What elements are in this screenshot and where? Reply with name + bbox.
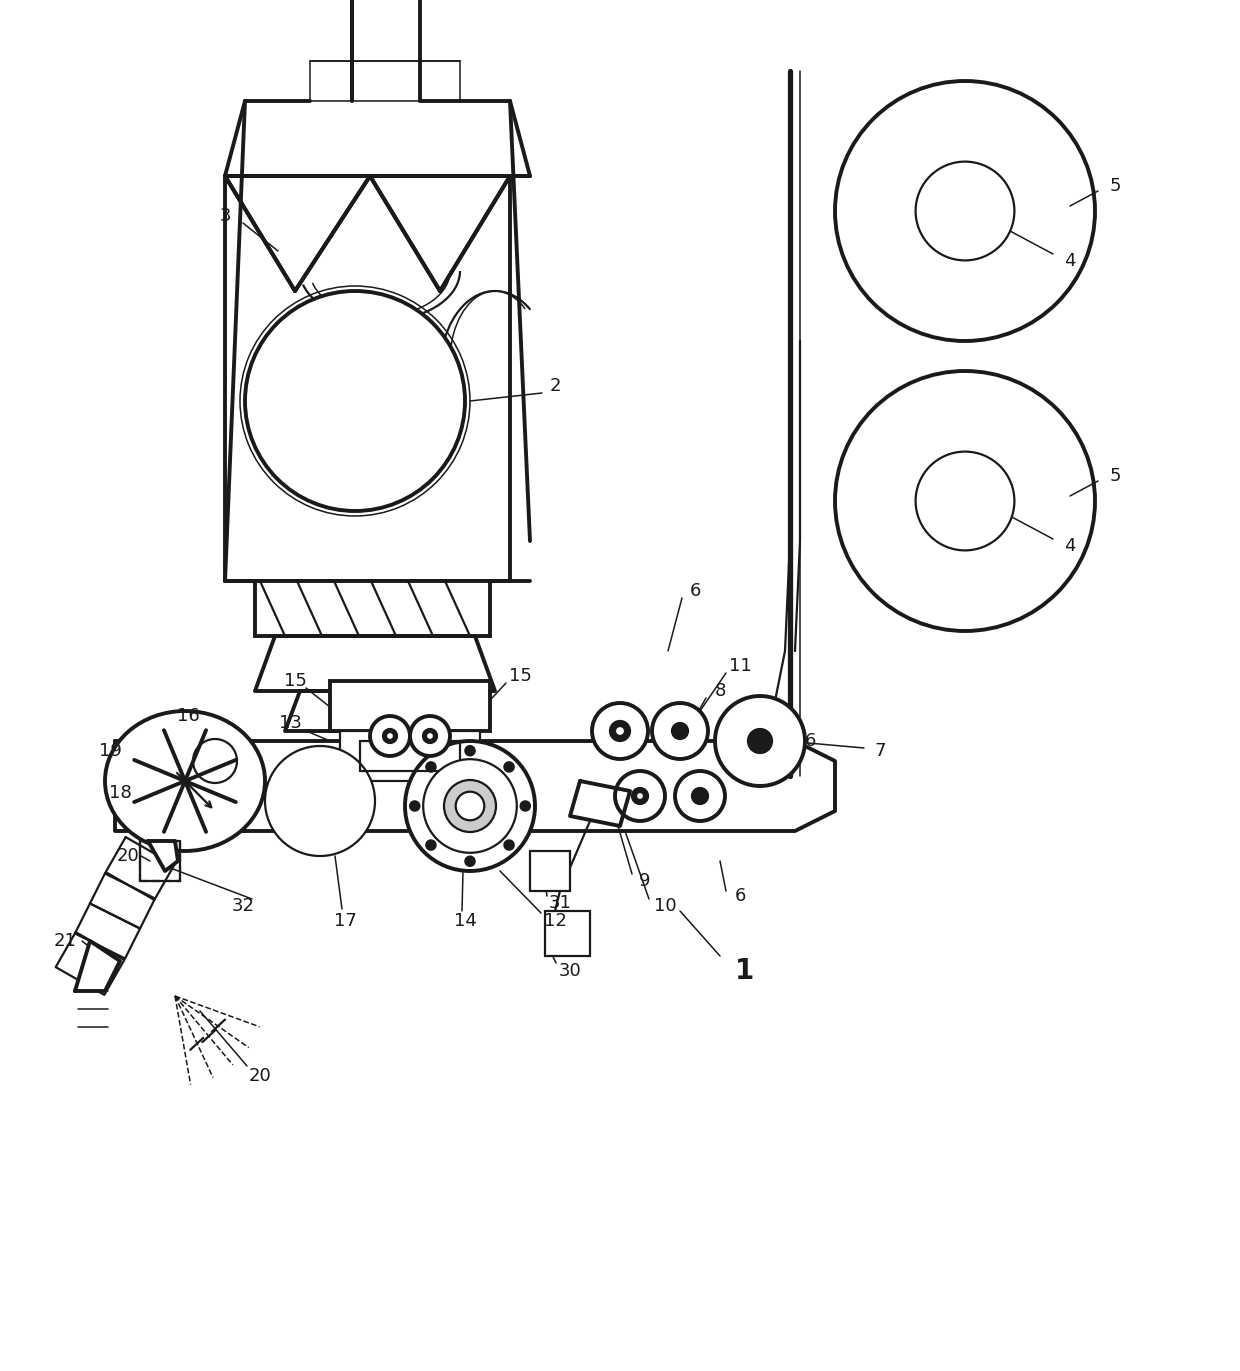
Circle shape bbox=[610, 721, 630, 740]
Circle shape bbox=[456, 791, 485, 820]
Circle shape bbox=[465, 857, 475, 866]
Circle shape bbox=[409, 801, 420, 812]
Circle shape bbox=[615, 771, 665, 821]
Circle shape bbox=[748, 729, 773, 753]
Text: 6: 6 bbox=[734, 887, 745, 905]
Circle shape bbox=[265, 746, 374, 856]
Polygon shape bbox=[570, 781, 630, 825]
Circle shape bbox=[423, 760, 517, 853]
Text: 13: 13 bbox=[279, 714, 301, 732]
Text: 10: 10 bbox=[653, 897, 676, 914]
Bar bbox=[255, 581, 490, 636]
Text: 5: 5 bbox=[1110, 177, 1121, 195]
Ellipse shape bbox=[105, 712, 265, 851]
Text: 2: 2 bbox=[549, 377, 560, 395]
Polygon shape bbox=[56, 932, 124, 995]
Circle shape bbox=[444, 780, 496, 832]
Circle shape bbox=[425, 762, 436, 772]
Circle shape bbox=[675, 771, 725, 821]
Text: 17: 17 bbox=[334, 912, 356, 930]
Text: 4: 4 bbox=[1064, 252, 1076, 270]
Circle shape bbox=[915, 162, 1014, 260]
Text: 20: 20 bbox=[117, 847, 139, 865]
Polygon shape bbox=[224, 101, 510, 291]
Circle shape bbox=[915, 451, 1014, 550]
Polygon shape bbox=[115, 740, 835, 831]
Text: 18: 18 bbox=[109, 784, 131, 802]
Text: 3: 3 bbox=[219, 207, 231, 225]
Circle shape bbox=[193, 739, 237, 783]
Circle shape bbox=[835, 372, 1095, 631]
Circle shape bbox=[521, 801, 531, 812]
Circle shape bbox=[386, 732, 394, 740]
Polygon shape bbox=[285, 691, 465, 731]
Text: 16: 16 bbox=[176, 707, 200, 725]
Bar bbox=[140, 840, 180, 882]
Text: 15: 15 bbox=[284, 672, 306, 690]
Circle shape bbox=[423, 729, 436, 743]
Polygon shape bbox=[74, 903, 140, 958]
Text: 21: 21 bbox=[53, 932, 77, 950]
Circle shape bbox=[591, 703, 649, 760]
Circle shape bbox=[383, 729, 397, 743]
Polygon shape bbox=[91, 873, 155, 928]
Circle shape bbox=[427, 732, 434, 740]
Polygon shape bbox=[148, 840, 179, 871]
Circle shape bbox=[692, 788, 708, 803]
Text: 20: 20 bbox=[249, 1067, 272, 1084]
Circle shape bbox=[715, 696, 805, 786]
Text: 32: 32 bbox=[232, 897, 254, 914]
Text: 11: 11 bbox=[729, 657, 751, 675]
Polygon shape bbox=[105, 838, 175, 899]
Circle shape bbox=[425, 840, 436, 850]
Text: 8: 8 bbox=[714, 681, 725, 701]
Bar bbox=[360, 740, 460, 771]
Polygon shape bbox=[255, 636, 495, 691]
Text: 31: 31 bbox=[548, 894, 572, 912]
Text: 6: 6 bbox=[805, 732, 816, 750]
Circle shape bbox=[410, 716, 450, 755]
Bar bbox=[340, 731, 480, 781]
Bar bbox=[330, 681, 490, 731]
Text: 4: 4 bbox=[1064, 537, 1076, 555]
Text: 7: 7 bbox=[874, 742, 885, 760]
Circle shape bbox=[405, 740, 534, 871]
Text: 5: 5 bbox=[1110, 468, 1121, 485]
Circle shape bbox=[672, 723, 688, 739]
Bar bbox=[310, 60, 460, 101]
Bar bbox=[140, 840, 180, 882]
Bar bbox=[529, 851, 570, 891]
Circle shape bbox=[505, 840, 515, 850]
Polygon shape bbox=[224, 175, 510, 581]
Text: 1: 1 bbox=[735, 957, 755, 984]
Circle shape bbox=[505, 762, 515, 772]
Text: 15: 15 bbox=[508, 668, 532, 686]
Text: 14: 14 bbox=[454, 912, 476, 930]
Circle shape bbox=[370, 716, 410, 755]
Text: 30: 30 bbox=[559, 962, 582, 980]
Circle shape bbox=[652, 703, 708, 760]
Circle shape bbox=[465, 746, 475, 755]
Circle shape bbox=[835, 81, 1095, 341]
Text: 6: 6 bbox=[689, 583, 701, 600]
Circle shape bbox=[246, 291, 465, 511]
Circle shape bbox=[632, 788, 649, 803]
Circle shape bbox=[615, 727, 625, 736]
Text: 12: 12 bbox=[543, 912, 567, 930]
Circle shape bbox=[636, 792, 644, 801]
Text: 19: 19 bbox=[98, 742, 122, 760]
Bar bbox=[546, 910, 590, 956]
Polygon shape bbox=[74, 941, 120, 991]
Text: 9: 9 bbox=[640, 872, 651, 890]
